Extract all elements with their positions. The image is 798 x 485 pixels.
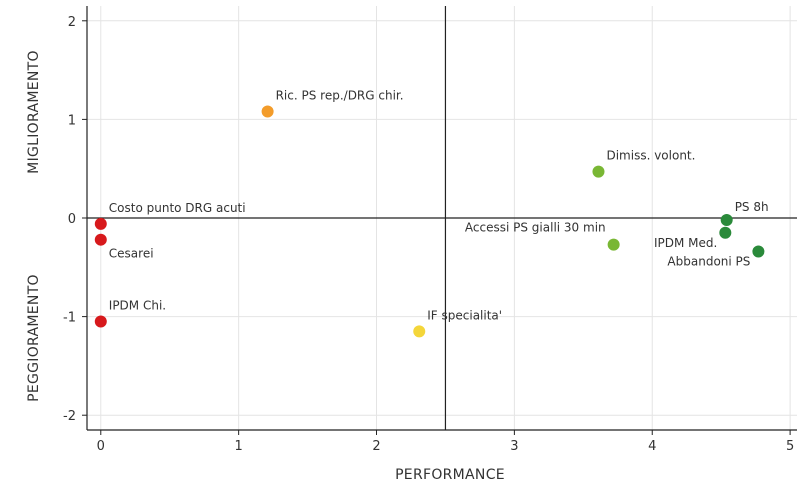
x-axis-title: PERFORMANCE [395, 467, 505, 483]
x-tick-label: 1 [235, 439, 243, 454]
data-point-label: IF specialita' [427, 308, 502, 322]
x-axis-ticks: 0 1 2 3 4 5 [97, 430, 794, 454]
data-point-label: Dimiss. volont. [606, 149, 695, 163]
y-axis-ticks: -2 -1 0 1 2 [63, 15, 87, 424]
data-point [720, 213, 733, 226]
data-point-label: Costo punto DRG acuti [109, 201, 246, 215]
point-labels: Ric. PS rep./DRG chir. Dimiss. volont. Cos… [109, 89, 769, 323]
y-tick-label: 2 [68, 15, 76, 30]
x-tick-label: 5 [786, 439, 794, 454]
x-tick-label: 3 [510, 439, 518, 454]
data-point [607, 238, 620, 251]
data-point [413, 325, 426, 338]
data-point-label: IPDM Chi. [109, 299, 166, 313]
x-tick-label: 0 [97, 439, 105, 454]
data-point [94, 315, 107, 328]
data-point [752, 245, 765, 258]
y-axis-title-worsening: PEGGIORAMENTO [26, 274, 42, 402]
data-point [719, 226, 732, 239]
data-points [94, 105, 765, 338]
data-point-label: Ric. PS rep./DRG chir. [276, 89, 404, 103]
data-point [94, 217, 107, 230]
y-tick-label: -1 [63, 311, 76, 326]
y-axis-title-improvement: MIGLIORAMENTO [26, 50, 42, 174]
data-point [261, 105, 274, 118]
data-point-label: Cesarei [109, 247, 154, 261]
data-point-label: PS 8h [735, 200, 769, 214]
data-point [94, 233, 107, 246]
reference-lines [87, 6, 797, 430]
data-point [592, 165, 605, 178]
x-tick-label: 4 [648, 439, 656, 454]
data-point-label: Accessi PS gialli 30 min [465, 221, 606, 235]
y-tick-label: 1 [68, 113, 76, 128]
data-point-label: Abbandoni PS [667, 255, 750, 269]
x-tick-label: 2 [372, 439, 380, 454]
y-tick-label: 0 [68, 212, 76, 227]
data-point-label: IPDM Med. [654, 236, 717, 250]
y-tick-label: -2 [63, 409, 76, 424]
